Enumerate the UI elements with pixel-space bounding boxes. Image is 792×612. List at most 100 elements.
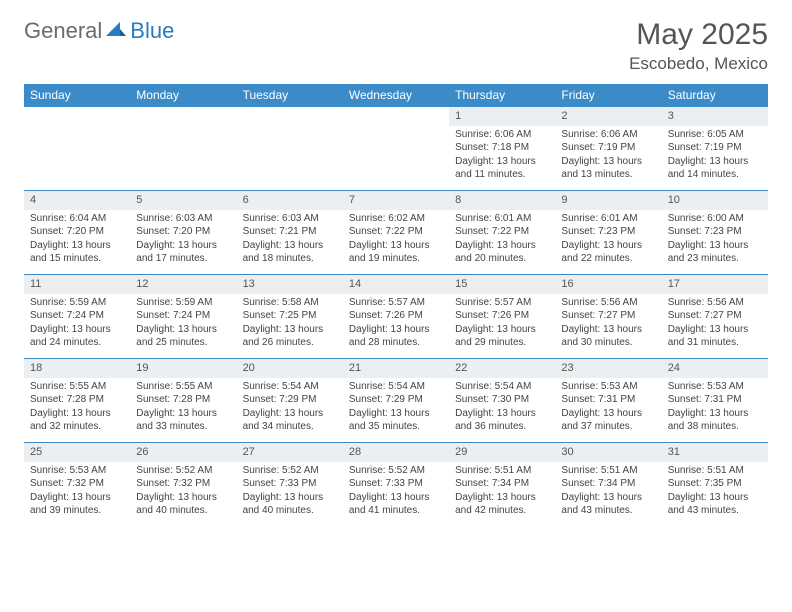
daylight-line1: Daylight: 13 hours [668,323,762,337]
day-data: Sunrise: 5:51 AMSunset: 7:34 PMDaylight:… [449,462,555,522]
sunset-text: Sunset: 7:26 PM [455,309,549,323]
day-data: Sunrise: 6:05 AMSunset: 7:19 PMDaylight:… [662,126,768,186]
daylight-line1: Daylight: 13 hours [561,323,655,337]
daylight-line2: and 20 minutes. [455,252,549,266]
daylight-line2: and 26 minutes. [243,336,337,350]
daylight-line1: Daylight: 13 hours [243,491,337,505]
day-number: 5 [130,191,236,210]
calendar-day-cell: 9Sunrise: 6:01 AMSunset: 7:23 PMDaylight… [555,191,661,275]
daylight-line2: and 11 minutes. [455,168,549,182]
daylight-line2: and 14 minutes. [668,168,762,182]
daylight-line1: Daylight: 13 hours [561,239,655,253]
day-data: Sunrise: 5:54 AMSunset: 7:29 PMDaylight:… [343,378,449,438]
sunrise-text: Sunrise: 5:56 AM [561,296,655,310]
daylight-line2: and 28 minutes. [349,336,443,350]
day-data: Sunrise: 5:54 AMSunset: 7:29 PMDaylight:… [237,378,343,438]
sunrise-text: Sunrise: 6:01 AM [455,212,549,226]
sunset-text: Sunset: 7:19 PM [561,141,655,155]
day-number: 26 [130,443,236,462]
day-number: 12 [130,275,236,294]
calendar-day-cell: 11Sunrise: 5:59 AMSunset: 7:24 PMDayligh… [24,275,130,359]
sunrise-text: Sunrise: 5:57 AM [349,296,443,310]
day-number: 24 [662,359,768,378]
sunset-text: Sunset: 7:27 PM [561,309,655,323]
day-number: 7 [343,191,449,210]
day-data: Sunrise: 5:52 AMSunset: 7:33 PMDaylight:… [237,462,343,522]
calendar-day-cell [237,107,343,191]
day-data: Sunrise: 5:57 AMSunset: 7:26 PMDaylight:… [343,294,449,354]
daylight-line1: Daylight: 13 hours [30,323,124,337]
sunset-text: Sunset: 7:34 PM [455,477,549,491]
day-number: 1 [449,107,555,126]
calendar-day-cell: 16Sunrise: 5:56 AMSunset: 7:27 PMDayligh… [555,275,661,359]
daylight-line1: Daylight: 13 hours [455,407,549,421]
daylight-line2: and 22 minutes. [561,252,655,266]
daylight-line2: and 24 minutes. [30,336,124,350]
sunrise-text: Sunrise: 6:05 AM [668,128,762,142]
day-data: Sunrise: 5:57 AMSunset: 7:26 PMDaylight:… [449,294,555,354]
day-data: Sunrise: 5:56 AMSunset: 7:27 PMDaylight:… [555,294,661,354]
day-data: Sunrise: 5:53 AMSunset: 7:32 PMDaylight:… [24,462,130,522]
sunset-text: Sunset: 7:32 PM [136,477,230,491]
daylight-line2: and 34 minutes. [243,420,337,434]
daylight-line1: Daylight: 13 hours [136,407,230,421]
calendar-day-cell: 5Sunrise: 6:03 AMSunset: 7:20 PMDaylight… [130,191,236,275]
daylight-line2: and 42 minutes. [455,504,549,518]
daylight-line2: and 29 minutes. [455,336,549,350]
sunrise-text: Sunrise: 6:04 AM [30,212,124,226]
day-data: Sunrise: 6:06 AMSunset: 7:18 PMDaylight:… [449,126,555,186]
day-number: 23 [555,359,661,378]
daylight-line2: and 15 minutes. [30,252,124,266]
calendar-day-cell: 2Sunrise: 6:06 AMSunset: 7:19 PMDaylight… [555,107,661,191]
triangle-icon [106,20,126,43]
sunrise-text: Sunrise: 5:51 AM [668,464,762,478]
sunrise-text: Sunrise: 5:51 AM [561,464,655,478]
daylight-line2: and 13 minutes. [561,168,655,182]
day-data: Sunrise: 5:54 AMSunset: 7:30 PMDaylight:… [449,378,555,438]
daylight-line1: Daylight: 13 hours [561,155,655,169]
daylight-line1: Daylight: 13 hours [561,407,655,421]
daylight-line1: Daylight: 13 hours [30,407,124,421]
day-number: 21 [343,359,449,378]
calendar-day-cell: 25Sunrise: 5:53 AMSunset: 7:32 PMDayligh… [24,443,130,527]
sunrise-text: Sunrise: 5:52 AM [243,464,337,478]
calendar-day-cell: 20Sunrise: 5:54 AMSunset: 7:29 PMDayligh… [237,359,343,443]
sunrise-text: Sunrise: 5:54 AM [349,380,443,394]
day-number: 30 [555,443,661,462]
daylight-line2: and 41 minutes. [349,504,443,518]
sunset-text: Sunset: 7:22 PM [349,225,443,239]
calendar-week-row: 11Sunrise: 5:59 AMSunset: 7:24 PMDayligh… [24,275,768,359]
daylight-line1: Daylight: 13 hours [136,239,230,253]
sunset-text: Sunset: 7:25 PM [243,309,337,323]
calendar-day-cell: 21Sunrise: 5:54 AMSunset: 7:29 PMDayligh… [343,359,449,443]
calendar-day-cell [130,107,236,191]
daylight-line1: Daylight: 13 hours [136,323,230,337]
calendar-day-cell: 14Sunrise: 5:57 AMSunset: 7:26 PMDayligh… [343,275,449,359]
day-data: Sunrise: 5:52 AMSunset: 7:33 PMDaylight:… [343,462,449,522]
daylight-line1: Daylight: 13 hours [668,155,762,169]
daylight-line1: Daylight: 13 hours [668,239,762,253]
day-number: 16 [555,275,661,294]
day-number: 31 [662,443,768,462]
daylight-line2: and 30 minutes. [561,336,655,350]
sunset-text: Sunset: 7:23 PM [561,225,655,239]
logo-text-general: General [24,18,102,44]
day-number: 15 [449,275,555,294]
sunrise-text: Sunrise: 5:54 AM [455,380,549,394]
sunrise-text: Sunrise: 5:55 AM [136,380,230,394]
weekday-header: Monday [130,84,236,107]
sunrise-text: Sunrise: 5:52 AM [136,464,230,478]
sunrise-text: Sunrise: 6:03 AM [243,212,337,226]
day-number: 28 [343,443,449,462]
day-data: Sunrise: 6:00 AMSunset: 7:23 PMDaylight:… [662,210,768,270]
day-number [343,107,449,111]
month-title: May 2025 [629,18,768,52]
weekday-header: Wednesday [343,84,449,107]
day-number: 19 [130,359,236,378]
daylight-line2: and 43 minutes. [561,504,655,518]
day-number: 13 [237,275,343,294]
calendar-week-row: 25Sunrise: 5:53 AMSunset: 7:32 PMDayligh… [24,443,768,527]
sunrise-text: Sunrise: 6:00 AM [668,212,762,226]
daylight-line2: and 40 minutes. [136,504,230,518]
calendar-day-cell [24,107,130,191]
